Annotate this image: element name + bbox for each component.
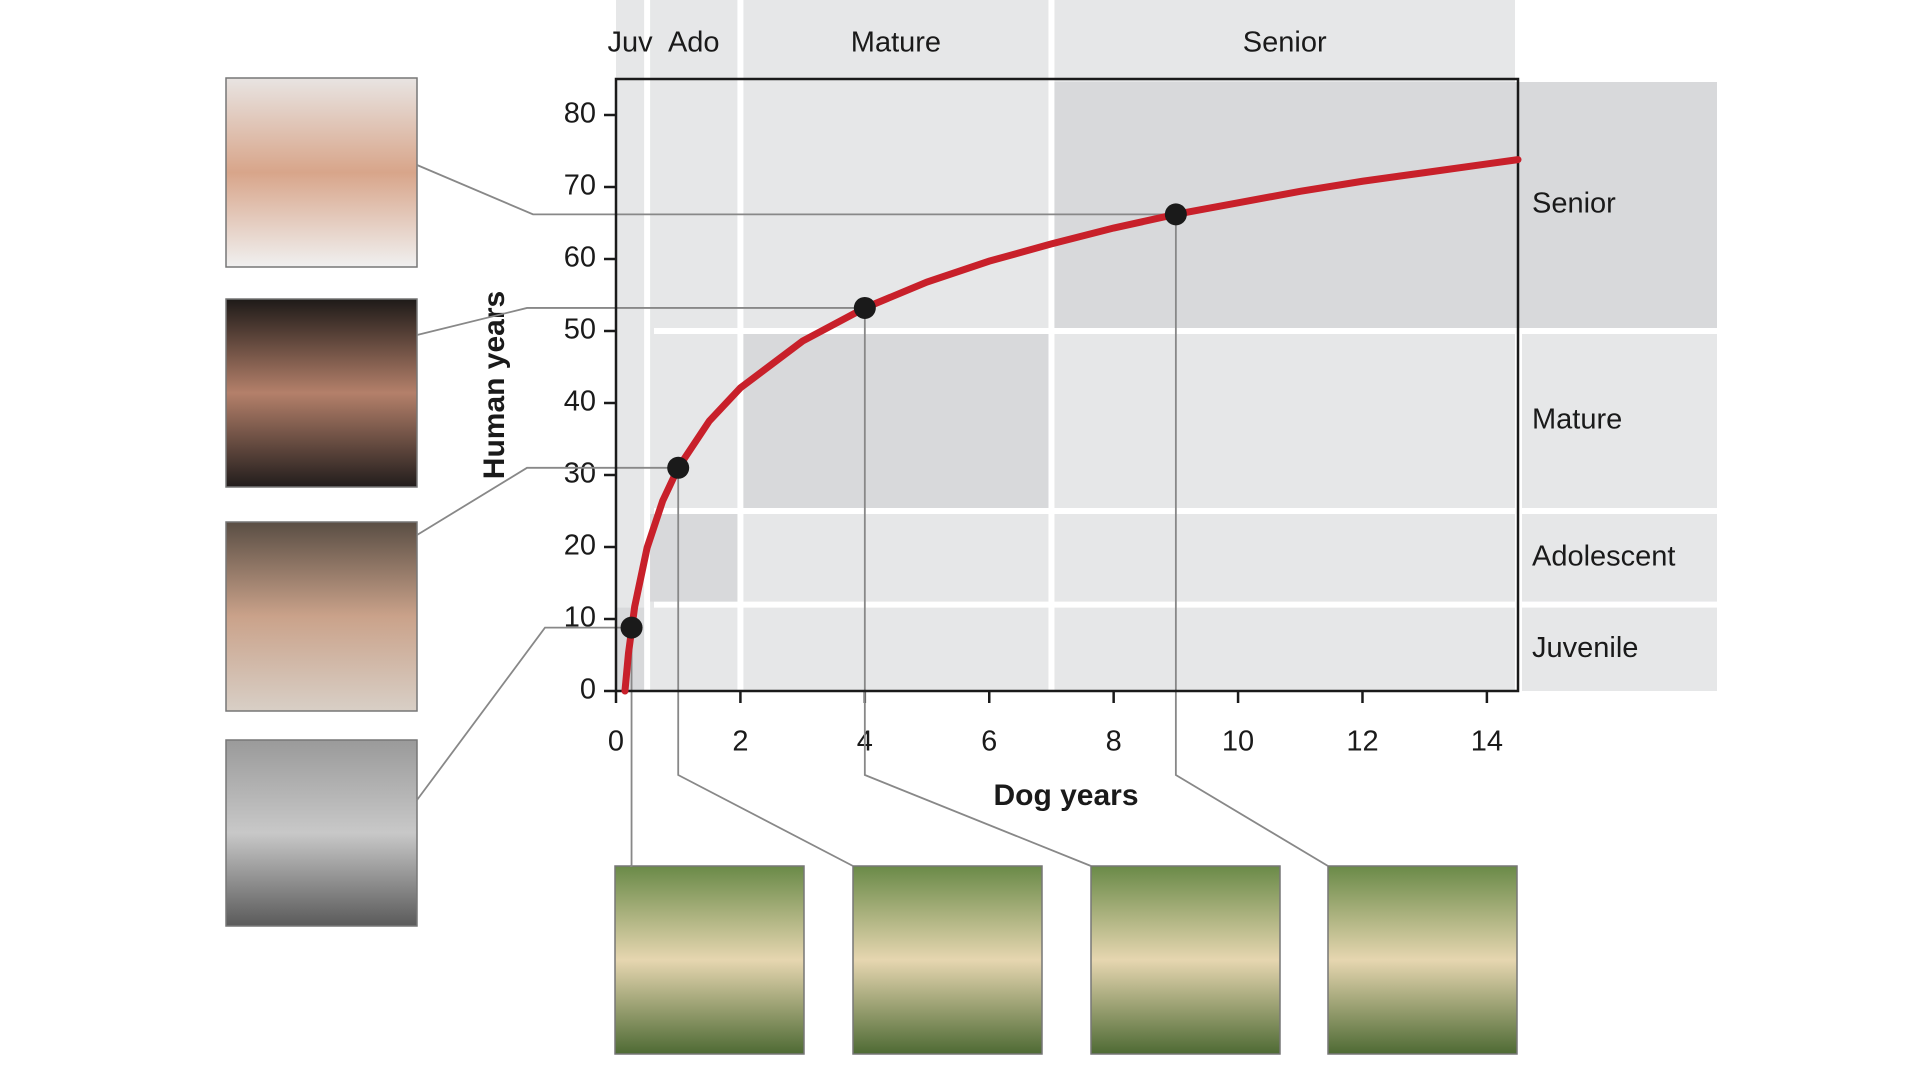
- human-stage-label: Adolescent: [1532, 540, 1676, 572]
- x-tick-label: 14: [1471, 726, 1503, 758]
- human-photos: [225, 77, 418, 927]
- y-axis-title: Human years: [478, 291, 511, 479]
- y-tick-label: 10: [564, 602, 596, 634]
- human-stage-label: Juvenile: [1532, 632, 1638, 664]
- x-tick-label: 2: [732, 726, 748, 758]
- connector: [416, 307, 865, 336]
- human-stage-band: [1522, 334, 1717, 508]
- background-layer: [616, 0, 1717, 691]
- photo: [614, 865, 805, 1055]
- x-tick-label: 0: [608, 726, 624, 758]
- human-stage-label: Mature: [1532, 404, 1622, 436]
- connector: [677, 467, 854, 867]
- curve: [621, 156, 1522, 695]
- human-stage-label: Senior: [1532, 188, 1616, 220]
- dog-stage-label: Senior: [1243, 27, 1327, 59]
- dog-photos: [614, 865, 1518, 1055]
- x-tick-label: 12: [1346, 726, 1378, 758]
- connector: [1174, 214, 1329, 867]
- y-tick-label: 70: [564, 170, 596, 202]
- point: [620, 616, 643, 639]
- photo: [225, 298, 418, 488]
- photo: [225, 739, 418, 927]
- x-tick-label: 6: [981, 726, 997, 758]
- x-axis-title: Dog years: [993, 779, 1138, 812]
- y-tick-label: 60: [564, 242, 596, 274]
- x-tick-label: 10: [1222, 726, 1254, 758]
- connector: [416, 164, 1176, 216]
- plot-frame: [614, 77, 1520, 693]
- connector: [630, 627, 633, 867]
- point: [667, 456, 690, 479]
- stage-match-cell: [650, 514, 738, 602]
- y-tick-label: 80: [564, 98, 596, 130]
- dog-stage-label: Mature: [851, 27, 941, 59]
- stage-match-cell: [743, 334, 1049, 508]
- dog-stage-label: Ado: [668, 27, 720, 59]
- dog-stage-label: Juv: [607, 27, 653, 59]
- y-tick-label: 30: [564, 458, 596, 490]
- point: [853, 296, 876, 319]
- photo: [225, 77, 418, 268]
- point: [1164, 203, 1187, 226]
- y-tick-label: 40: [564, 386, 596, 418]
- y-tick-label: 0: [580, 674, 596, 706]
- photo: [1327, 865, 1518, 1055]
- y-tick-label: 20: [564, 530, 596, 562]
- connector: [416, 466, 679, 536]
- y-tick-label: 50: [564, 314, 596, 346]
- connector: [416, 626, 632, 801]
- human-stage-band: [1522, 607, 1717, 691]
- photo: [225, 521, 418, 712]
- x-tick-label: 8: [1106, 726, 1122, 758]
- stage-match-cell: [1054, 82, 1717, 328]
- connector: [863, 307, 1092, 867]
- photo: [1090, 865, 1281, 1055]
- human-stage-band: [1522, 514, 1717, 602]
- photo: [852, 865, 1043, 1055]
